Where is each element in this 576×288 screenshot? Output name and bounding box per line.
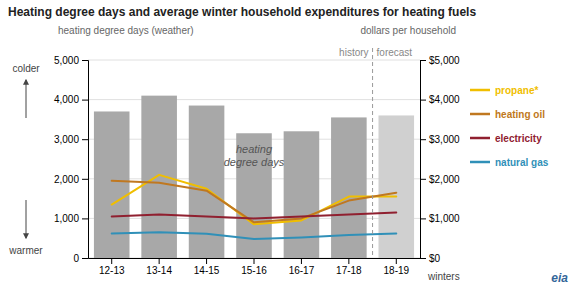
colder-label: colder [12,63,40,74]
y-tick-mark [82,60,88,61]
legend-label: natural gas [495,157,549,168]
y2-tick-mark [420,139,426,140]
y-tick-label: 3,000 [54,134,79,145]
x-tick-label: 16-17 [289,265,315,276]
x-tick: 12-13 [99,258,125,276]
y2-tick-mark [420,60,426,61]
y-tick-label: 0 [73,253,79,264]
colder-arrow [26,80,27,118]
grid-line [88,99,420,100]
y2-axis: $0 $1,000 $2,000 $3,000 $4,000 $5,000 [420,55,460,264]
legend: propane* heating oil electricity natural ga… [470,85,549,168]
y-tick-mark [82,100,88,101]
forecast-label: forecast [377,47,413,58]
x-axis: 12-13 13-14 14-15 15-16 16-17 17-18 18-19 [89,258,421,276]
y2-tick: $0 [420,253,441,264]
y2-axis-line [421,61,427,259]
y2-tick-mark [420,218,426,219]
line [112,212,397,218]
bar [94,111,130,258]
x-tick-label: 15-16 [241,265,267,276]
history-label: history [339,47,368,58]
plot-marks [94,96,414,258]
y2-tick-mark [420,258,426,259]
y-tick: 2,000 [54,174,88,185]
y-axis-line [82,61,89,259]
x-tick-label: 18-19 [383,265,409,276]
grid [88,60,420,258]
y-tick: 3,000 [54,134,88,145]
forecast-divider [372,48,373,258]
y-tick: 4,000 [54,94,88,105]
y2-tick-label: $3,000 [429,134,460,145]
x-axis-title: winters [427,271,460,282]
legend-swatch [470,113,490,116]
x-tick-mark [111,258,112,264]
x-tick-mark [348,258,349,264]
y2-tick-mark [420,100,426,101]
y2-tick: $3,000 [420,134,460,145]
legend-label: heating oil [495,109,545,120]
y2-tick-label: $5,000 [429,55,460,66]
chart: 0 1,000 2,000 3,000 4,000 5,000 $0 $1,000 $2,000… [0,0,576,288]
y2-tick-label: $4,000 [429,94,460,105]
grid-line [88,60,420,61]
y-tick: 1,000 [54,213,88,224]
y-tick-mark [82,258,88,259]
x-tick: 13-14 [146,258,172,276]
title: Heating degree days and average winter h… [8,5,476,19]
y2-tick-label: $2,000 [429,174,460,185]
x-tick-mark [159,258,160,264]
y2-tick: $1,000 [420,213,460,224]
x-tick-mark [206,258,207,264]
y-tick-mark [82,218,88,219]
warmer-label: warmer [8,245,43,256]
x-tick-mark [301,258,302,264]
logo-text: eia [551,271,568,285]
x-tick-label: 14-15 [194,265,220,276]
x-tick: 14-15 [194,258,220,276]
y-tick-label: 5,000 [54,55,79,66]
x-tick-label: 12-13 [99,265,125,276]
legend-label: propane* [495,85,538,96]
x-tick: 15-16 [241,258,267,276]
x-tick-mark [396,258,397,264]
x-tick: 18-19 [383,258,409,276]
y-tick: 5,000 [54,55,88,66]
y-tick-mark [82,179,88,180]
y2-tick-mark [420,179,426,180]
bar [331,117,367,258]
x-tick: 16-17 [289,258,315,276]
warmer-arrow [26,200,27,238]
bar [284,131,320,258]
y-tick-label: 4,000 [54,94,79,105]
y-axis: 0 1,000 2,000 3,000 4,000 5,000 [54,55,89,264]
y2-axis-title: dollars per household [360,25,456,36]
x-tick-mark [254,258,255,264]
y-tick-mark [82,139,88,140]
y-tick: 0 [73,253,88,264]
x-tick: 17-18 [336,258,362,276]
legend-swatch [470,161,490,164]
line [112,175,397,225]
y-tick-label: 1,000 [54,213,79,224]
legend-swatch [470,137,490,140]
line [112,232,397,239]
y-axis-title: heating degree days (weather) [58,25,194,36]
y2-tick-label: $0 [429,253,441,264]
y2-tick: $2,000 [420,174,460,185]
y2-tick-label: $1,000 [429,213,460,224]
x-tick-label: 17-18 [336,265,362,276]
legend-label: electricity [495,133,542,144]
y2-tick: $5,000 [420,55,460,66]
y2-tick: $4,000 [420,94,460,105]
bar-series-label: heatingdegree days [224,143,285,168]
x-tick-label: 13-14 [146,265,172,276]
line [112,181,397,223]
y-tick-label: 2,000 [54,174,79,185]
legend-swatch [470,89,490,92]
bar [379,115,415,258]
